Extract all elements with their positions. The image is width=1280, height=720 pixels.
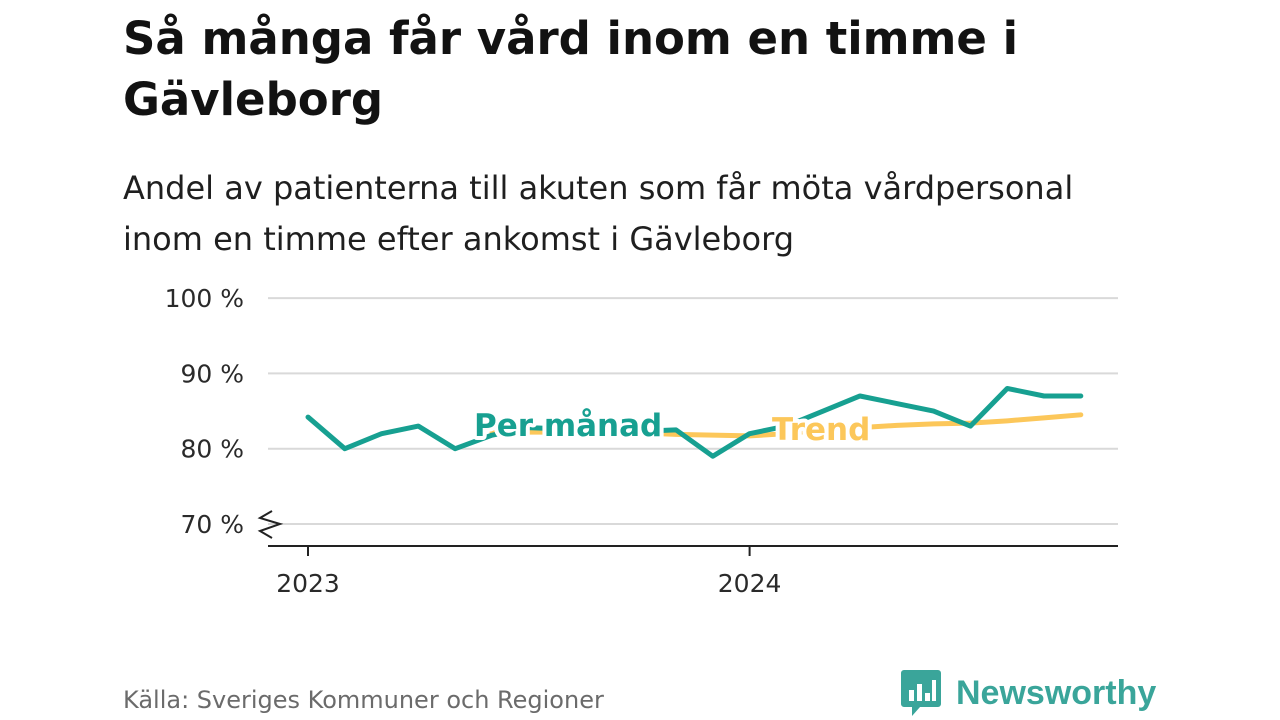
source-note: Källa: Sveriges Kommuner och Regioner xyxy=(123,686,604,714)
axis-break-icon xyxy=(257,510,284,539)
series-lines xyxy=(305,385,1084,459)
y-tick-label: 70 % xyxy=(180,510,244,539)
series-label-per-manad-halo: Per månad xyxy=(474,408,662,444)
newsworthy-logo-icon xyxy=(901,670,941,716)
y-axis-ticks: 100 % 90 % 80 % 70 % xyxy=(165,284,284,539)
y-tick-label: 90 % xyxy=(180,359,244,388)
y-tick-label: 80 % xyxy=(180,435,244,464)
x-tick-label: 2024 xyxy=(718,569,782,598)
series-label-trend: Trend xyxy=(772,412,870,448)
series-label-trend-halo: Trend xyxy=(772,412,870,448)
grid-lines xyxy=(268,297,1118,525)
x-tick-label: 2023 xyxy=(276,569,340,598)
brand-name: Newsworthy xyxy=(956,673,1157,712)
brand-logo: Newsworthy xyxy=(900,668,1156,718)
chart-subtitle: Andel av patienterna till akuten som får… xyxy=(123,169,1074,258)
series-label-per-manad: Per månad xyxy=(474,408,662,444)
y-tick-label: 100 % xyxy=(165,284,244,313)
x-axis: 2023 2024 xyxy=(268,545,1118,598)
series-line-per-manad xyxy=(305,385,1084,459)
chart-title: Så många får vård inom en timme i Gävleb… xyxy=(123,12,1019,126)
